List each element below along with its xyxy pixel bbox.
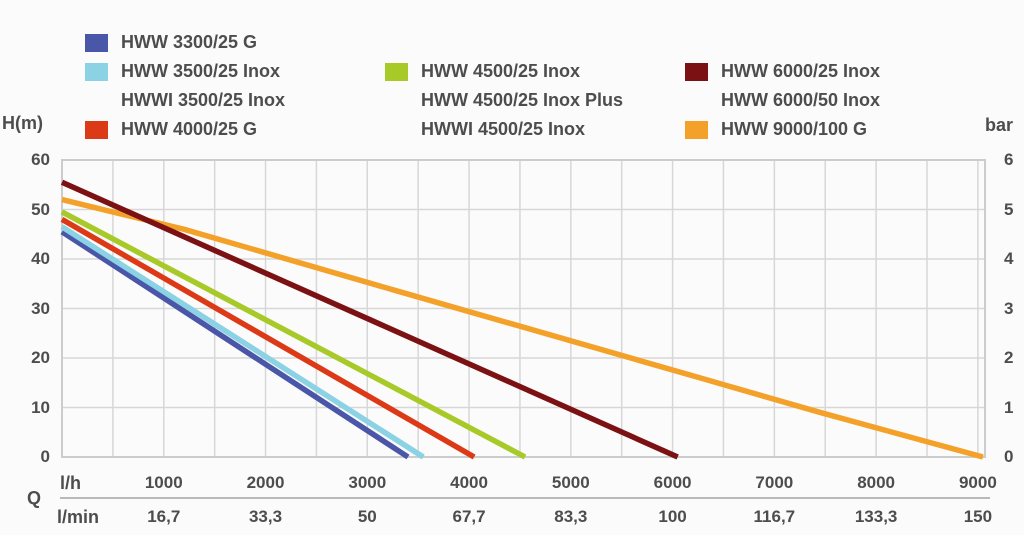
flow-tick-lmin: 116,7 — [753, 507, 796, 526]
legend-item: HWW 9000/100 G — [685, 115, 880, 144]
legend-swatch — [85, 120, 108, 139]
legend-swatch — [385, 121, 408, 139]
flow-tick-lh: 5000 — [551, 473, 590, 492]
legend-item: HWWI 3500/25 Inox — [85, 86, 285, 115]
legend-label: HWWI 3500/25 Inox — [121, 90, 286, 110]
legend-item: HWW 4000/25 G — [85, 115, 285, 144]
legend-column-2: HWW 4500/25 Inox HWW 4500/25 Inox Plus HWW… — [385, 57, 623, 144]
flow-tick-lmin: 50 — [357, 507, 377, 526]
pump-curve-9000/100 — [61, 196, 984, 460]
left-tick-label: 30 — [31, 298, 50, 318]
flow-tick-lmin: 83,3 — [554, 507, 588, 526]
legend-label: HWW 4500/25 Inox — [421, 61, 581, 81]
right-tick-label: 3 — [1004, 298, 1014, 318]
legend-label: HWW 3500/25 Inox — [121, 61, 281, 81]
legend-item: HWW 3500/25 Inox — [85, 57, 285, 86]
left-axis-unit-label: H(m) — [2, 113, 43, 133]
flow-tick-lh: 6000 — [653, 473, 692, 492]
flow-tick-lmin: 100 — [658, 507, 687, 526]
flow-tick-lh: 4000 — [450, 473, 488, 492]
left-tick-label: 0 — [40, 447, 50, 466]
left-tick-label: 10 — [31, 397, 50, 417]
flow-unit-lh-label: l/h — [60, 473, 81, 493]
legend-item: HWW 6000/50 Inox — [685, 86, 880, 115]
right-tick-label: 2 — [1004, 348, 1014, 367]
left-tick-label: 50 — [31, 199, 50, 219]
left-tick-label: 40 — [31, 249, 50, 268]
legend-item: HWW 4500/25 Inox — [385, 57, 623, 86]
legend-swatch — [85, 33, 108, 52]
legend-item: HWW 3300/25 G — [85, 28, 285, 57]
legend-swatch — [685, 62, 708, 81]
legend-swatch — [385, 92, 408, 110]
legend-label: HWW 4500/25 Inox Plus — [421, 90, 624, 110]
legend-item: HWWI 4500/25 Inox — [385, 115, 623, 144]
flow-tick-lmin: 67,7 — [452, 507, 486, 526]
right-tick-label: 0 — [1004, 447, 1014, 466]
right-tick-label: 1 — [1004, 397, 1014, 417]
pump-curve-3300/25 — [60, 229, 410, 460]
right-tick-label: 6 — [1004, 150, 1014, 169]
legend-label: HWW 6000/50 Inox — [721, 90, 881, 110]
legend-swatch — [85, 92, 108, 110]
legend-label: HWW 9000/100 G — [721, 119, 868, 139]
legend-label: HWWI 4500/25 Inox — [421, 119, 586, 139]
pump-curve-6000/25 — [60, 179, 679, 460]
flow-tick-lh: 9000 — [958, 473, 997, 492]
flow-tick-lmin: 133,3 — [854, 507, 898, 526]
right-axis-unit-label: bar — [985, 115, 1014, 135]
flow-tick-lmin: 16,7 — [147, 507, 181, 526]
legend-item: HWW 4500/25 Inox Plus — [385, 86, 623, 115]
flow-rows-separator-line — [60, 497, 990, 499]
flow-tick-lh: 1000 — [144, 473, 183, 492]
right-tick-label: 5 — [1004, 199, 1014, 219]
legend-swatch — [685, 120, 708, 139]
left-tick-label: 20 — [31, 348, 50, 367]
flow-tick-lh: 3000 — [348, 473, 387, 492]
flow-tick-lh: 2000 — [246, 473, 285, 492]
legend-column-3: HWW 6000/25 Inox HWW 6000/50 Inox HWW 9000… — [685, 57, 880, 144]
legend-label: HWW 3300/25 G — [121, 32, 258, 52]
flow-tick-lmin: 33,3 — [248, 507, 283, 526]
legend-label: HWW 4000/25 G — [121, 119, 258, 139]
flow-unit-lmin-label: l/min — [57, 507, 100, 527]
legend-column-1: HWW 3300/25 G HWW 3500/25 Inox HWWI 3500/2… — [85, 28, 285, 144]
flow-tick-lh: 8000 — [857, 473, 896, 492]
legend-label: HWW 6000/25 Inox — [721, 61, 881, 81]
pump-curve-4000/25 — [60, 217, 476, 460]
pump-curve-4500/25 — [60, 209, 527, 460]
flow-axis-q-label: Q — [27, 488, 42, 508]
flow-tick-lh: 7000 — [755, 473, 794, 492]
legend-swatch — [685, 92, 708, 110]
pump-curve-3500/25 — [60, 224, 425, 460]
legend-swatch — [385, 62, 408, 81]
left-tick-label: 60 — [31, 150, 50, 169]
legend-swatch — [85, 62, 108, 81]
flow-tick-lmin: 150 — [963, 507, 993, 526]
right-tick-label: 4 — [1004, 249, 1014, 268]
legend-item: HWW 6000/25 Inox — [685, 57, 880, 86]
